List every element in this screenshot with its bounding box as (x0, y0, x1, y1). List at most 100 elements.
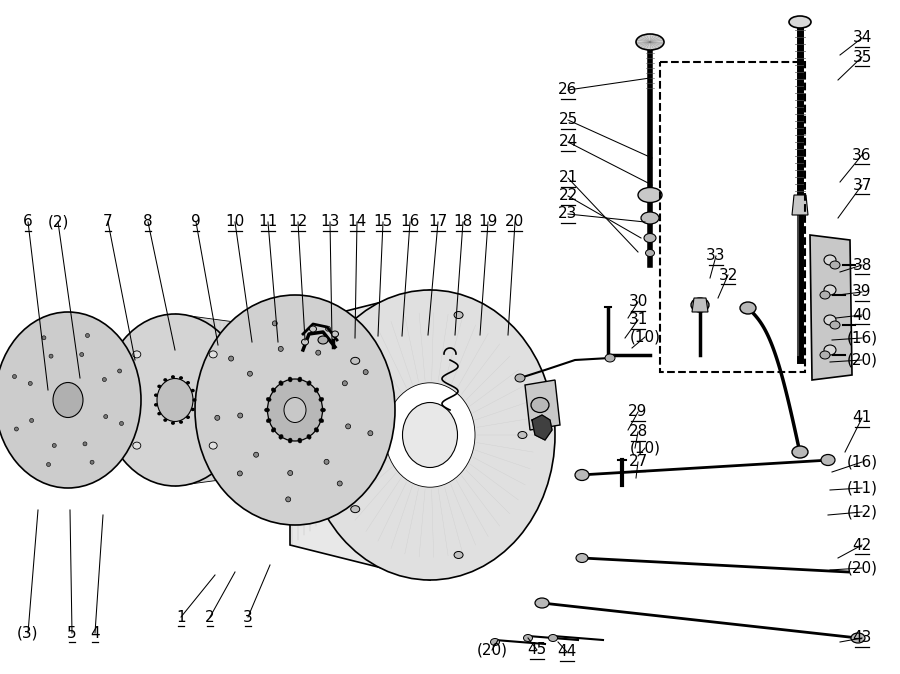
Ellipse shape (288, 470, 292, 476)
Text: (12): (12) (847, 505, 878, 520)
Text: 8: 8 (143, 214, 153, 230)
Ellipse shape (575, 470, 589, 481)
Ellipse shape (307, 381, 311, 386)
Ellipse shape (338, 481, 342, 486)
Polygon shape (532, 415, 552, 440)
Ellipse shape (645, 249, 654, 257)
Text: 26: 26 (558, 82, 578, 98)
Text: 40: 40 (852, 307, 871, 322)
Text: (20): (20) (476, 642, 508, 658)
Ellipse shape (576, 553, 588, 563)
Ellipse shape (331, 331, 338, 337)
Ellipse shape (53, 383, 83, 417)
Ellipse shape (271, 388, 276, 392)
Ellipse shape (103, 314, 247, 486)
Text: (16): (16) (846, 330, 878, 346)
Ellipse shape (524, 634, 533, 642)
Ellipse shape (158, 385, 161, 388)
Text: 15: 15 (374, 214, 392, 230)
Text: 42: 42 (852, 537, 871, 553)
Ellipse shape (641, 212, 659, 224)
Text: 22: 22 (558, 189, 578, 204)
Ellipse shape (13, 375, 16, 379)
Ellipse shape (305, 290, 555, 580)
Ellipse shape (279, 435, 284, 439)
Text: 29: 29 (628, 404, 648, 419)
Ellipse shape (186, 415, 190, 419)
Ellipse shape (820, 291, 830, 299)
Ellipse shape (265, 408, 269, 412)
Ellipse shape (229, 356, 234, 361)
Ellipse shape (171, 375, 175, 379)
Text: 32: 32 (718, 268, 738, 282)
Ellipse shape (0, 312, 141, 488)
Ellipse shape (491, 638, 500, 646)
Ellipse shape (191, 408, 194, 411)
Ellipse shape (158, 412, 161, 415)
Text: (2): (2) (48, 214, 68, 230)
Text: 12: 12 (288, 214, 308, 230)
Text: 2: 2 (205, 609, 215, 625)
Ellipse shape (83, 442, 87, 446)
Text: 45: 45 (527, 642, 546, 658)
Ellipse shape (824, 345, 836, 355)
Ellipse shape (215, 415, 220, 421)
Ellipse shape (267, 379, 322, 441)
Ellipse shape (209, 442, 217, 449)
Ellipse shape (279, 381, 284, 386)
Ellipse shape (824, 285, 836, 295)
Text: (20): (20) (847, 353, 878, 367)
Text: 28: 28 (628, 425, 648, 439)
Text: 38: 38 (852, 257, 872, 272)
Ellipse shape (364, 369, 368, 375)
Ellipse shape (266, 419, 271, 423)
Polygon shape (810, 235, 852, 380)
Polygon shape (290, 290, 430, 580)
Text: 9: 9 (191, 214, 201, 230)
Ellipse shape (154, 394, 158, 397)
Text: 11: 11 (258, 214, 277, 230)
Polygon shape (175, 314, 235, 486)
Ellipse shape (288, 377, 292, 382)
Ellipse shape (824, 255, 836, 265)
Ellipse shape (307, 435, 311, 439)
Polygon shape (692, 298, 708, 312)
Ellipse shape (42, 336, 46, 340)
Ellipse shape (636, 34, 664, 50)
Ellipse shape (691, 298, 709, 312)
Text: 21: 21 (558, 171, 578, 185)
Text: 18: 18 (454, 214, 473, 230)
Ellipse shape (285, 497, 291, 502)
Ellipse shape (320, 408, 326, 412)
Ellipse shape (288, 438, 292, 443)
Text: 7: 7 (104, 214, 112, 230)
Ellipse shape (154, 403, 158, 406)
Ellipse shape (30, 419, 33, 423)
Text: (20): (20) (847, 561, 878, 576)
Polygon shape (792, 195, 808, 215)
Ellipse shape (346, 424, 351, 429)
Ellipse shape (820, 351, 830, 359)
Text: 1: 1 (176, 609, 185, 625)
Ellipse shape (821, 454, 835, 466)
Ellipse shape (342, 381, 347, 386)
Ellipse shape (193, 398, 196, 402)
Ellipse shape (118, 369, 122, 373)
Ellipse shape (80, 353, 84, 357)
Text: (10): (10) (629, 330, 661, 344)
Ellipse shape (792, 446, 808, 458)
Ellipse shape (830, 321, 840, 329)
Ellipse shape (171, 421, 175, 425)
Text: 36: 36 (852, 148, 872, 162)
Ellipse shape (319, 419, 324, 423)
Ellipse shape (179, 421, 183, 424)
Ellipse shape (90, 460, 94, 464)
Ellipse shape (402, 402, 457, 468)
Ellipse shape (238, 413, 243, 418)
Text: 44: 44 (557, 644, 577, 659)
Text: 16: 16 (400, 214, 419, 230)
Text: 10: 10 (225, 214, 245, 230)
Ellipse shape (314, 388, 319, 392)
Text: (10): (10) (629, 441, 661, 456)
Text: 23: 23 (558, 206, 578, 222)
